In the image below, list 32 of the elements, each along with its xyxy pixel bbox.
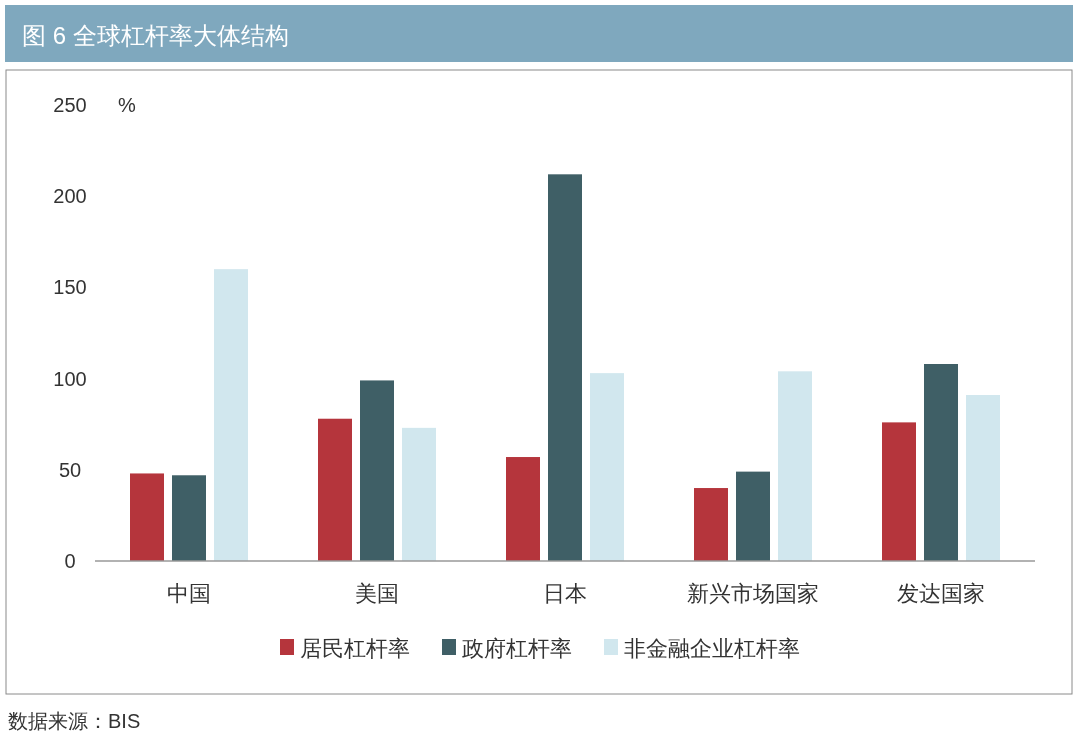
y-tick-label: 150 xyxy=(53,276,87,299)
bar xyxy=(130,473,164,561)
y-axis-title: % xyxy=(118,94,136,116)
x-tick-label: 美国 xyxy=(355,581,399,606)
y-tick-label: 250 xyxy=(53,94,87,116)
bar xyxy=(548,174,582,561)
bar xyxy=(882,422,916,561)
x-tick-label: 发达国家 xyxy=(897,581,985,606)
source-note: 数据来源：BIS xyxy=(8,710,141,732)
x-tick-label: 新兴市场国家 xyxy=(687,581,819,606)
x-tick-label: 中国 xyxy=(167,581,211,606)
chart-title: 图 6 全球杠杆率大体结构 xyxy=(22,22,289,49)
bar xyxy=(736,471,770,561)
legend-label: 政府杠杆率 xyxy=(462,636,572,661)
y-tick-label: 0 xyxy=(64,550,76,572)
bar xyxy=(924,364,958,561)
y-tick-label: 100 xyxy=(53,367,87,390)
bar xyxy=(402,427,436,561)
y-tick-label: 200 xyxy=(53,185,87,208)
bar xyxy=(694,488,728,561)
bar xyxy=(590,373,624,561)
bar xyxy=(966,395,1000,561)
legend-label: 居民杠杆率 xyxy=(300,636,410,661)
legend-label: 非金融企业杠杆率 xyxy=(624,636,800,661)
bar xyxy=(172,475,206,561)
x-tick-label: 日本 xyxy=(543,581,587,606)
bar xyxy=(360,380,394,561)
bar xyxy=(214,269,248,561)
y-tick-label: 50 xyxy=(58,458,82,481)
bar xyxy=(778,371,812,561)
bar xyxy=(318,418,352,561)
bar xyxy=(506,457,540,561)
